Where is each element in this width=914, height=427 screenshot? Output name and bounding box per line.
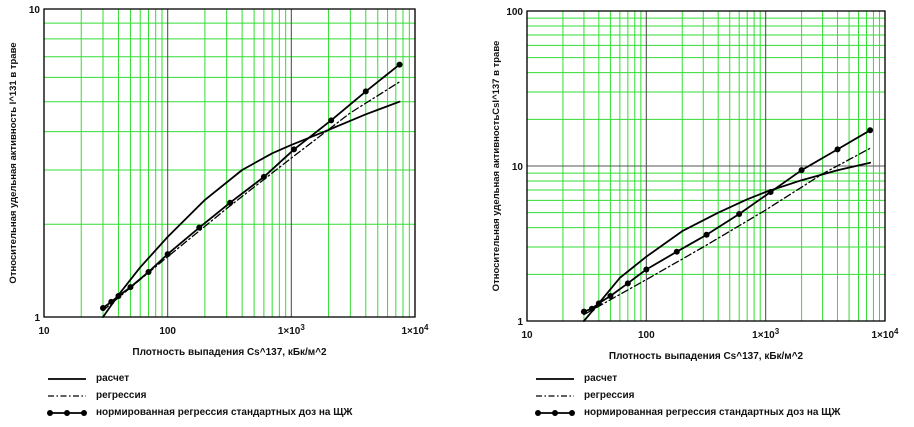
legend-item: регрессия — [46, 387, 352, 404]
legend-item: регрессия — [534, 387, 840, 404]
plot-frame — [43, 8, 416, 318]
x-tick-label: 1×104 — [872, 327, 900, 341]
x-tick-label: 1×103 — [752, 327, 780, 341]
chart-panel-left: 10 100 1×103 1×104 1 10 Плотность выпадения Cs… — [0, 0, 450, 427]
data-point-marker — [580, 308, 587, 315]
x-tick-label-exponent: 3 — [775, 327, 780, 336]
data-point-marker — [115, 292, 122, 299]
plot-frame — [526, 10, 886, 322]
y-tick-label: 10 — [512, 162, 524, 173]
x-axis-title: Плотность выпадения Cs^137, кБк/м^2 — [132, 347, 327, 358]
x-tick-label-base: 100 — [159, 326, 176, 337]
grid-minor — [44, 9, 415, 317]
x-tick-label: 1×104 — [402, 323, 430, 337]
legend-swatch-marker — [47, 409, 53, 416]
data-point-marker — [834, 146, 841, 153]
legend-item: нормированная регрессия стандартных доз … — [46, 404, 352, 421]
x-tick-label-base: 10 — [521, 330, 533, 341]
legend-item: расчет — [46, 370, 352, 387]
legend-swatch — [48, 377, 86, 380]
legend-swatch-marker — [64, 409, 70, 416]
legend-swatch-marker — [81, 409, 87, 416]
x-tick-label: 10 — [521, 330, 533, 341]
data-point-marker — [328, 117, 335, 124]
legend-label: регрессия — [584, 390, 635, 401]
x-tick-label-base: 1×10 — [752, 330, 775, 341]
y-tick-label: 1 — [34, 313, 40, 324]
grid-major — [43, 8, 416, 318]
legend-swatch — [48, 394, 86, 397]
x-tick-label-base: 1×10 — [278, 326, 301, 337]
x-tick-label: 100 — [638, 330, 655, 341]
data-point-marker — [260, 173, 267, 180]
x-tick-label: 100 — [159, 326, 176, 337]
data-point-marker — [227, 199, 234, 206]
legend-swatch — [536, 377, 574, 380]
data-point-marker — [396, 61, 403, 68]
x-tick-label-exponent: 4 — [424, 323, 429, 332]
legend-right: расчет регрессия нормированная регрессия с… — [534, 370, 840, 421]
x-tick-label-base: 100 — [638, 330, 655, 341]
chart-panel-right: 10 100 1×103 1×104 1 10 100 Плотность выпадения… — [458, 0, 914, 427]
legend-swatch-marker — [569, 409, 575, 416]
data-point-marker — [624, 280, 631, 287]
legend-item: расчет — [534, 370, 840, 387]
series-line-0 — [583, 161, 871, 322]
x-tick-label-exponent: 4 — [894, 327, 899, 336]
legend-label: расчет — [584, 373, 618, 384]
legend-label: расчет — [96, 373, 130, 384]
x-tick-label-base: 10 — [38, 326, 50, 337]
data-point-marker — [607, 292, 614, 299]
data-point-marker — [196, 224, 203, 231]
legend-swatch — [535, 409, 575, 416]
y-tick-label: 1 — [517, 317, 523, 328]
x-tick-label: 1×103 — [278, 323, 306, 337]
y-tick-label: 10 — [29, 5, 41, 16]
legend-label: регрессия — [96, 390, 147, 401]
data-point-marker — [595, 300, 602, 307]
data-point-marker — [588, 305, 595, 312]
legend-swatch — [536, 394, 574, 397]
data-point-marker — [145, 268, 152, 275]
data-point-marker — [673, 248, 680, 255]
data-point-marker — [736, 211, 743, 218]
legend-swatch — [47, 409, 87, 416]
data-point-marker — [362, 88, 369, 95]
x-tick-label-exponent: 3 — [300, 323, 305, 332]
data-point-marker — [164, 251, 171, 258]
data-point-marker — [127, 284, 134, 291]
legend-left: расчет регрессия нормированная регрессия с… — [46, 370, 352, 421]
data-point-marker — [703, 231, 710, 238]
y-tick-label: 100 — [506, 7, 523, 18]
data-point-marker — [290, 146, 297, 153]
data-point-marker — [798, 167, 805, 174]
x-tick-label-base: 1×10 — [872, 330, 895, 341]
data-point-marker — [643, 266, 650, 273]
legend-swatch-marker — [535, 409, 541, 416]
legend-label: нормированная регрессия стандартных доз … — [584, 407, 841, 418]
y-axis-title: Относительная удельная активностьCsI^137… — [491, 41, 502, 292]
series-line-1 — [102, 81, 401, 312]
x-tick-label: 10 — [38, 326, 50, 337]
y-axis-title: Относительная удельная активность I^131 … — [8, 42, 19, 283]
x-tick-label-base: 1×10 — [402, 326, 425, 337]
legend-label: нормированная регрессия стандартных доз … — [96, 407, 353, 418]
data-point-marker — [767, 188, 774, 195]
legend-swatch-marker — [552, 409, 558, 416]
data-point-marker — [100, 304, 107, 311]
data-point-marker — [867, 127, 874, 134]
series-line-1 — [583, 147, 871, 316]
x-axis-title: Плотность выпадения Cs^137, кБк/м^2 — [609, 351, 804, 362]
series-line-0 — [102, 100, 401, 318]
legend-item: нормированная регрессия стандартных доз … — [534, 404, 840, 421]
data-point-marker — [108, 298, 115, 305]
